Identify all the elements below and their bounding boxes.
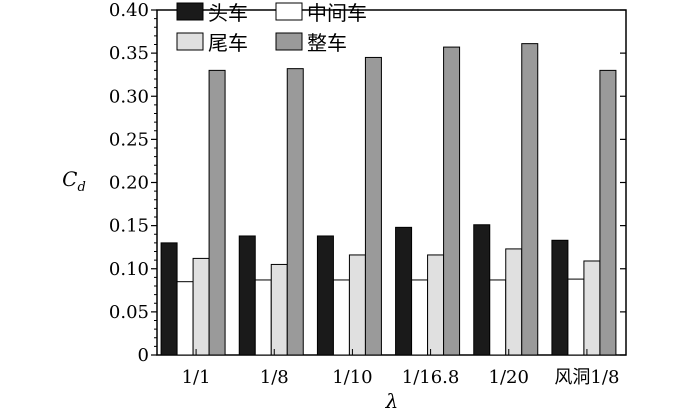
bar <box>443 46 461 356</box>
bars <box>160 43 617 356</box>
legend-swatch <box>176 32 204 51</box>
y-axis-title-subscript: d <box>77 180 85 195</box>
bar <box>286 68 304 356</box>
y-tick-label: 0.25 <box>109 129 149 150</box>
bar <box>348 254 366 356</box>
bar <box>192 257 210 356</box>
x-tick-label: 1/20 <box>489 367 529 388</box>
legend-swatch <box>176 2 204 21</box>
y-tick-label: 0.40 <box>109 0 149 21</box>
y-tick-label: 0.05 <box>109 302 149 323</box>
x-tick-label: 风洞1/8 <box>554 367 619 388</box>
bar <box>567 278 585 356</box>
legend-swatch <box>275 2 303 21</box>
bar <box>583 260 601 356</box>
legend-swatch <box>275 32 303 51</box>
x-tick-label: 1/1 <box>182 367 211 388</box>
bar <box>316 235 334 356</box>
bar <box>208 69 226 356</box>
bar <box>411 279 429 356</box>
bar <box>551 239 569 356</box>
x-tick-label: 1/8 <box>260 367 289 388</box>
bar <box>270 263 288 356</box>
legend-label: 整车 <box>307 31 347 55</box>
x-tick-label: 1/10 <box>332 367 372 388</box>
bar <box>160 242 178 356</box>
y-tick-label: 0.20 <box>109 173 149 194</box>
bar <box>238 235 256 356</box>
y-axis: 0 0.05 0.10 0.15 0.20 0.25 0.30 0.35 0.40 <box>109 0 626 366</box>
bar <box>176 281 194 356</box>
x-tick-label: 1/16.8 <box>402 367 460 388</box>
bar <box>473 224 491 356</box>
legend-label: 头车 <box>208 1 248 25</box>
x-axis-title: λ <box>385 389 399 411</box>
bar <box>254 279 272 356</box>
bar <box>505 248 523 356</box>
x-axis: 1/1 1/8 1/10 1/16.8 1/20 风洞1/8 <box>182 349 619 388</box>
legend-label: 中间车 <box>307 1 367 25</box>
y-tick-label: 0.30 <box>109 86 149 107</box>
y-tick-label: 0.35 <box>109 43 149 64</box>
bar <box>427 254 445 356</box>
bar <box>332 279 350 356</box>
legend-label: 尾车 <box>208 31 248 55</box>
y-tick-label: 0.15 <box>109 216 149 237</box>
bar <box>395 226 413 356</box>
y-tick-label: 0 <box>138 345 149 366</box>
bar <box>364 56 382 356</box>
y-tick-label: 0.10 <box>109 259 149 280</box>
y-axis-title: Cd <box>62 167 86 195</box>
bar <box>489 279 507 356</box>
bar <box>599 69 617 356</box>
bar <box>521 43 539 356</box>
